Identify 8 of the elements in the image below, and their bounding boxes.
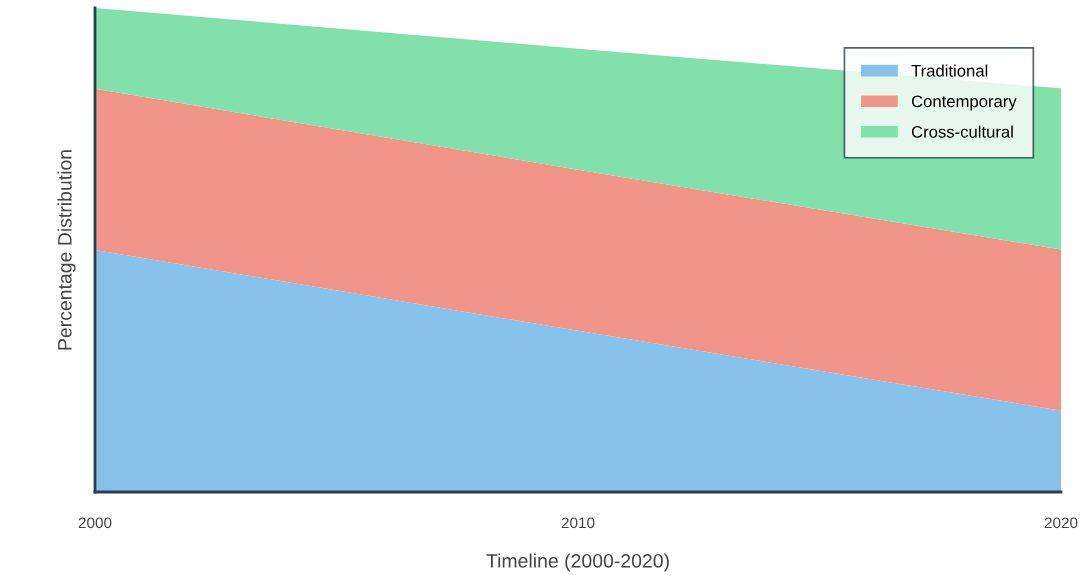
- x-tick-label: 2010: [561, 517, 595, 529]
- y-axis-title: Percentage Distribution: [57, 150, 76, 350]
- x-axis-title: Timeline (2000-2020): [486, 553, 669, 572]
- legend-label: Traditional: [911, 64, 988, 77]
- x-tick-label: 2020: [1044, 517, 1078, 529]
- legend-label: Contemporary: [911, 95, 1017, 111]
- x-tick-label: 2000: [78, 517, 112, 529]
- legend-label: Cross-cultural: [911, 125, 1013, 138]
